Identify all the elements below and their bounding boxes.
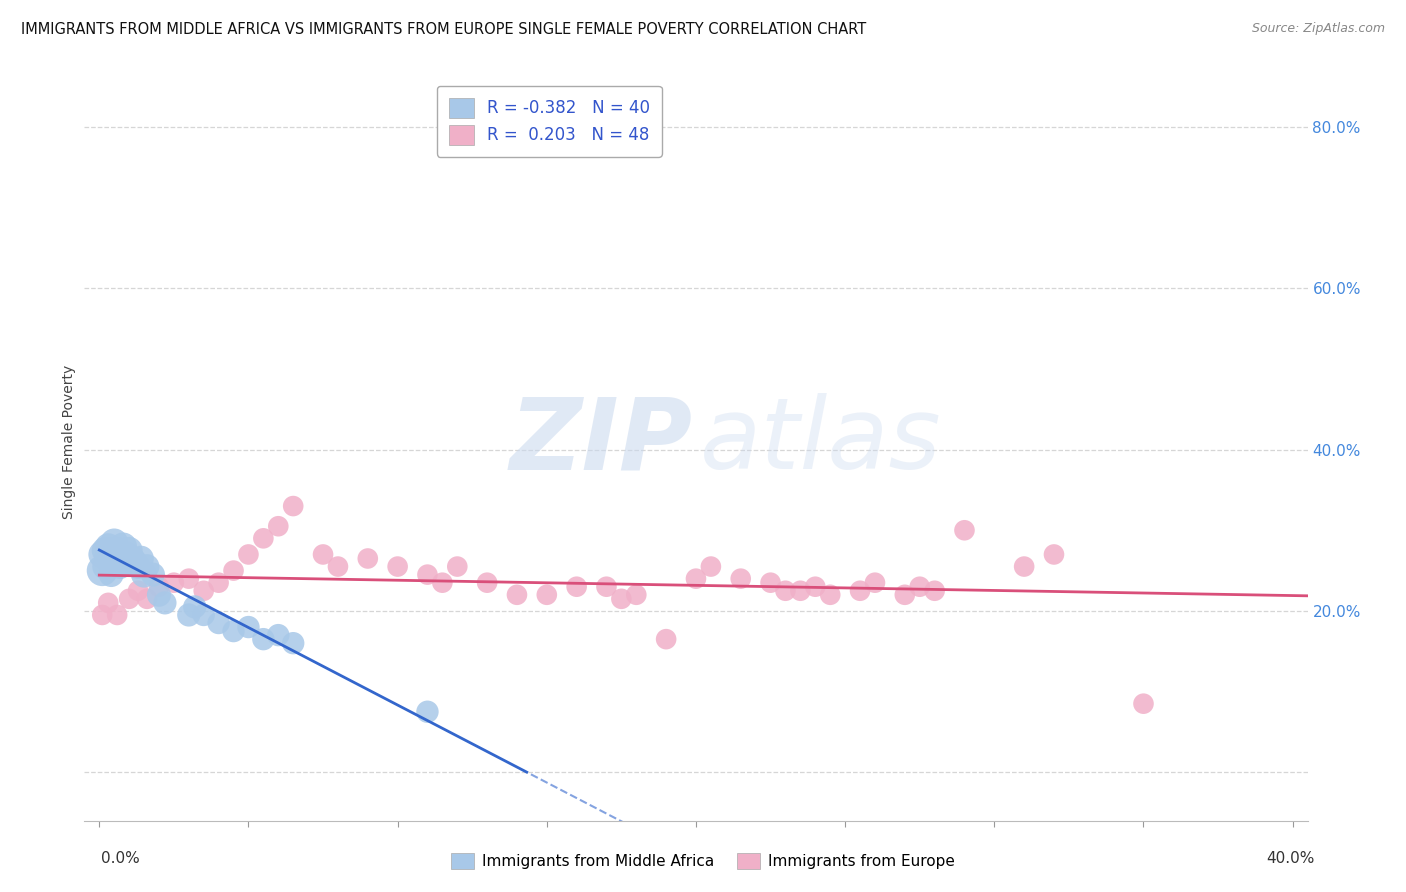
Point — [121, 551, 143, 566]
Point — [953, 523, 976, 537]
Point — [112, 540, 135, 554]
Point — [115, 556, 138, 570]
Point — [103, 543, 125, 558]
Point — [97, 596, 120, 610]
Point — [238, 548, 260, 562]
Point — [252, 632, 274, 647]
Point — [446, 559, 468, 574]
Point — [506, 588, 529, 602]
Point — [863, 575, 886, 590]
Point — [94, 559, 117, 574]
Point — [118, 543, 141, 558]
Point — [475, 575, 498, 590]
Point — [118, 556, 141, 570]
Point — [127, 583, 149, 598]
Point — [387, 559, 409, 574]
Point — [100, 548, 122, 562]
Point — [267, 519, 290, 533]
Point — [283, 499, 305, 513]
Point — [112, 548, 135, 562]
Point — [177, 607, 200, 622]
Y-axis label: Single Female Poverty: Single Female Poverty — [62, 365, 76, 518]
Point — [163, 575, 186, 590]
Point — [536, 588, 558, 602]
Point — [124, 556, 146, 570]
Point — [222, 624, 245, 639]
Point — [924, 583, 946, 598]
Point — [108, 551, 131, 566]
Point — [894, 588, 917, 602]
Point — [789, 583, 811, 598]
Point — [700, 559, 723, 574]
Point — [685, 572, 707, 586]
Point — [153, 596, 176, 610]
Point — [132, 567, 155, 582]
Point — [193, 583, 215, 598]
Point — [357, 551, 380, 566]
Point — [267, 628, 290, 642]
Text: IMMIGRANTS FROM MIDDLE AFRICA VS IMMIGRANTS FROM EUROPE SINGLE FEMALE POVERTY CO: IMMIGRANTS FROM MIDDLE AFRICA VS IMMIGRA… — [21, 22, 866, 37]
Point — [97, 540, 120, 554]
Point — [759, 575, 782, 590]
Point — [626, 588, 648, 602]
Point — [103, 535, 125, 549]
Legend: R = -0.382   N = 40, R =  0.203   N = 48: R = -0.382 N = 40, R = 0.203 N = 48 — [437, 86, 661, 157]
Point — [222, 564, 245, 578]
Point — [129, 551, 152, 566]
Point — [416, 705, 439, 719]
Point — [1132, 697, 1154, 711]
Text: atlas: atlas — [700, 393, 941, 490]
Point — [610, 591, 633, 606]
Point — [252, 532, 274, 546]
Point — [326, 559, 349, 574]
Text: 40.0%: 40.0% — [1267, 851, 1315, 865]
Point — [91, 607, 114, 622]
Text: ZIP: ZIP — [509, 393, 692, 490]
Point — [207, 615, 229, 630]
Point — [136, 559, 159, 574]
Point — [207, 575, 229, 590]
Point — [1012, 559, 1035, 574]
Point — [818, 588, 841, 602]
Point — [94, 543, 117, 558]
Point — [148, 588, 170, 602]
Point — [775, 583, 797, 598]
Point — [595, 580, 617, 594]
Point — [432, 575, 454, 590]
Point — [142, 567, 165, 582]
Text: Source: ZipAtlas.com: Source: ZipAtlas.com — [1251, 22, 1385, 36]
Point — [283, 636, 305, 650]
Point — [193, 607, 215, 622]
Point — [100, 567, 122, 582]
Point — [127, 559, 149, 574]
Point — [416, 567, 439, 582]
Text: 0.0%: 0.0% — [101, 851, 141, 865]
Point — [97, 551, 120, 566]
Point — [91, 564, 114, 578]
Point — [105, 607, 128, 622]
Point — [105, 556, 128, 570]
Point — [103, 556, 125, 570]
Point — [849, 583, 872, 598]
Point — [108, 559, 131, 574]
Point — [177, 572, 200, 586]
Point — [115, 548, 138, 562]
Legend: Immigrants from Middle Africa, Immigrants from Europe: Immigrants from Middle Africa, Immigrant… — [446, 847, 960, 875]
Point — [804, 580, 827, 594]
Point — [184, 599, 207, 614]
Point — [730, 572, 752, 586]
Point — [312, 548, 335, 562]
Point — [91, 548, 114, 562]
Point — [148, 580, 170, 594]
Point — [136, 591, 159, 606]
Point — [118, 591, 141, 606]
Point — [105, 543, 128, 558]
Point — [908, 580, 931, 594]
Point — [655, 632, 678, 647]
Point — [238, 620, 260, 634]
Point — [565, 580, 588, 594]
Point — [1043, 548, 1066, 562]
